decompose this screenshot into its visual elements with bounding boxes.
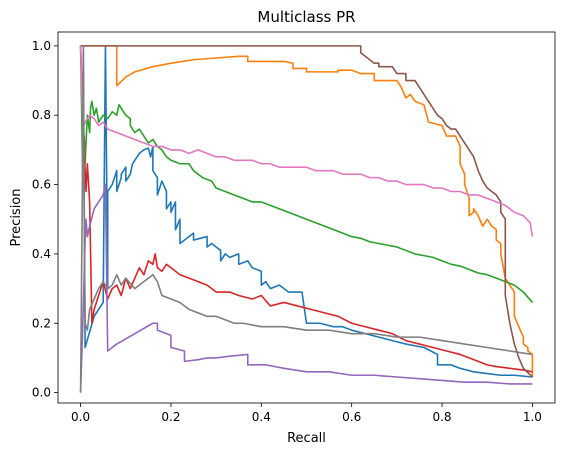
series-line-8 [79,45,533,393]
series-layer [79,45,534,393]
x-tick-label: 0.0 [71,410,90,424]
series-line-5 [79,183,533,393]
y-tick-label: 0.0 [32,386,51,400]
ticks-layer: 0.0 0.2 0.4 0.6 0.8 1.0 0.0 0.2 0.4 0.6 0.8 1.0 [32,39,542,424]
y-tick-label: 0.2 [32,316,51,330]
chart-title: Multiclass PR [257,8,355,26]
y-tick-label: 0.8 [32,108,51,122]
y-tick-label: 0.4 [32,247,51,261]
series-line-7 [79,45,534,237]
x-axis-label: Recall [287,431,326,446]
series-line-4 [79,45,533,373]
y-axis-label: Precision [9,188,24,246]
x-tick-label: 0.2 [161,410,180,424]
series-line-1 [80,45,533,378]
x-tick-label: 0.6 [342,410,361,424]
x-tick-label: 0.8 [432,410,451,424]
series-line-6 [80,45,533,378]
series-line-3 [79,45,534,303]
x-tick-label: 0.4 [252,410,271,424]
y-tick-label: 0.6 [32,178,51,192]
x-tick-label: 1.0 [523,410,542,424]
y-tick-label: 1.0 [32,39,51,53]
plot-frame [57,31,556,404]
